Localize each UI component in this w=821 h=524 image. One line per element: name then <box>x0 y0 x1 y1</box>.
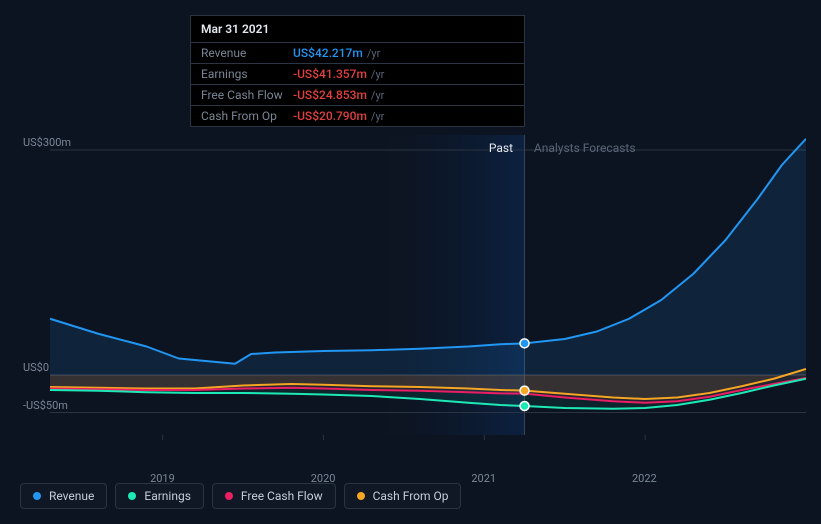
legend-item-revenue[interactable]: Revenue <box>20 483 107 509</box>
forecast-region-label: Analysts Forecasts <box>534 141 636 155</box>
hover-tooltip: Mar 31 2021 RevenueUS$42.217m/yrEarnings… <box>190 15 525 127</box>
chart-legend: Revenue Earnings Free Cash Flow Cash From O… <box>20 483 461 509</box>
tooltip-metric-value: -US$41.357m <box>293 67 367 81</box>
legend-label: Revenue <box>49 489 94 503</box>
tooltip-metric-value: US$42.217m <box>293 46 363 60</box>
tooltip-row: RevenueUS$42.217m/yr <box>191 43 524 64</box>
y-axis-tick-label: US$0 <box>23 361 49 374</box>
tooltip-metric-label: Cash From Op <box>201 109 293 123</box>
legend-swatch <box>33 492 41 500</box>
tooltip-metric-label: Free Cash Flow <box>201 88 293 102</box>
tooltip-metric-value: -US$24.853m <box>293 88 367 102</box>
tooltip-metric-label: Revenue <box>201 46 293 60</box>
financials-chart: Mar 31 2021 RevenueUS$42.217m/yrEarnings… <box>15 15 806 509</box>
past-region-label: Past <box>489 141 513 155</box>
tooltip-row: Cash From Op-US$20.790m/yr <box>191 106 524 126</box>
tooltip-metric-suffix: /yr <box>371 68 384 81</box>
legend-item-earnings[interactable]: Earnings <box>115 483 204 509</box>
legend-swatch <box>225 492 233 500</box>
tooltip-metric-suffix: /yr <box>367 47 380 60</box>
x-axis-tick-label: 2022 <box>632 472 657 485</box>
tooltip-metric-suffix: /yr <box>371 110 384 123</box>
chart-plot-area[interactable]: US$300mUS$0-US$50m 2019202020212022 Past… <box>15 125 806 465</box>
y-axis-tick-label: -US$50m <box>23 399 68 412</box>
legend-label: Earnings <box>144 489 191 503</box>
legend-swatch <box>357 492 365 500</box>
x-axis-tick-label: 2021 <box>471 472 496 485</box>
legend-swatch <box>128 492 136 500</box>
tooltip-row: Free Cash Flow-US$24.853m/yr <box>191 85 524 106</box>
tooltip-metric-value: -US$20.790m <box>293 109 367 123</box>
tooltip-date: Mar 31 2021 <box>191 16 524 43</box>
y-axis-tick-label: US$300m <box>23 136 71 149</box>
tooltip-row: Earnings-US$41.357m/yr <box>191 64 524 85</box>
legend-label: Cash From Op <box>373 489 449 503</box>
tooltip-metric-suffix: /yr <box>371 89 384 102</box>
legend-item-free-cash-flow[interactable]: Free Cash Flow <box>212 483 336 509</box>
tooltip-metric-label: Earnings <box>201 67 293 81</box>
legend-label: Free Cash Flow <box>241 489 323 503</box>
legend-item-cash-from-op[interactable]: Cash From Op <box>344 483 462 509</box>
